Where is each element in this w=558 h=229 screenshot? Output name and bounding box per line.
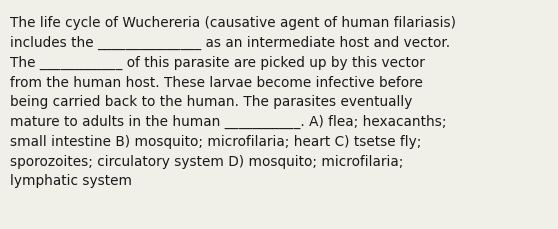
Text: The life cycle of Wuchereria (causative agent of human filariasis)
includes the : The life cycle of Wuchereria (causative …	[10, 16, 456, 188]
